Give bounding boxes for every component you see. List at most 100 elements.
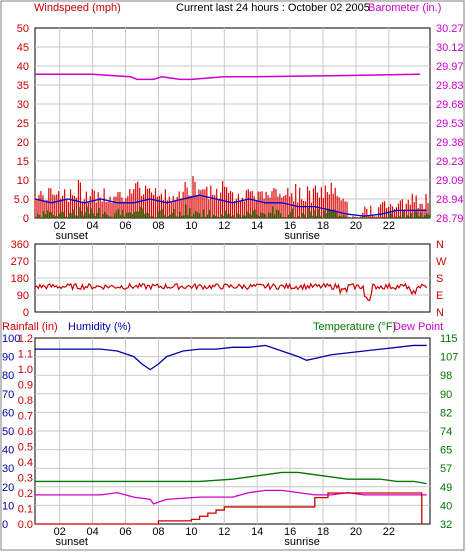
left-tick-label: 15 (17, 156, 29, 168)
rain-tick-label: 0.1 (18, 504, 33, 516)
left-tick-label: 10 (17, 175, 29, 187)
rain-tick-label: 0.6 (18, 426, 33, 438)
compass-label: N (436, 307, 444, 319)
rain-tick-label: 1.0 (18, 364, 33, 376)
left-tick-label: 40 (17, 61, 29, 73)
right-tick-label: 28.79 (436, 213, 464, 225)
dewpoint-header: Dew Point (393, 321, 443, 333)
compass-label: N (436, 239, 444, 251)
temperature-tick-label: 98 (440, 370, 452, 382)
barometer-line (35, 73, 421, 81)
x-tick-label: 18 (317, 526, 329, 538)
temperature-tick-label: 32 (440, 519, 452, 531)
x-tick-label: 18 (317, 220, 329, 232)
humidity-line (35, 344, 427, 371)
x-tick-label: 20 (350, 526, 362, 538)
barometer-header: Barometer (in.) (368, 2, 441, 14)
x-tick-label: 02 (54, 220, 66, 232)
rain-tick-label: 0.4 (18, 457, 33, 469)
right-tick-label: 29.38 (436, 137, 464, 149)
temperature-tick-label: 107 (440, 352, 458, 364)
x-tick-label: 10 (185, 526, 197, 538)
temperature-tick-label: 90 (440, 389, 452, 401)
temperature-tick-label: 57 (440, 463, 452, 475)
humidity-tick-label: 60 (2, 407, 14, 419)
temperature-line (35, 471, 427, 485)
direction-tick-label: 270 (11, 256, 29, 268)
rain-tick-label: 0.7 (18, 411, 33, 423)
humidity-tick-label: 80 (2, 370, 14, 382)
x-tick-label: 10 (185, 220, 197, 232)
direction-tick-label: 360 (11, 239, 29, 251)
x-tick-label: 14 (251, 220, 263, 232)
direction-line (34, 282, 428, 302)
right-tick-label: 28.94 (436, 194, 464, 206)
humidity-tick-label: 20 (2, 482, 14, 494)
chart-title: Current last 24 hours : October 02 2005 (176, 2, 370, 14)
temperature-tick-label: 82 (440, 407, 452, 419)
temperature-tick-label: 40 (440, 500, 452, 512)
x-tick-label: 04 (86, 220, 98, 232)
compass-label: E (436, 290, 443, 302)
humidity-tick-label: 90 (2, 352, 14, 364)
x-tick-label: 02 (54, 526, 66, 538)
left-tick-label: 50 (17, 23, 29, 35)
right-tick-label: 30.12 (436, 42, 464, 54)
x-tick-label: 20 (350, 220, 362, 232)
right-tick-label: 30.27 (436, 23, 464, 35)
compass-label: W (436, 256, 447, 268)
x-tick-label: 22 (383, 526, 395, 538)
compass-label: S (436, 273, 443, 285)
humidity-tick-label: 30 (2, 463, 14, 475)
humidity-tick-label: 10 (2, 500, 14, 512)
temperature-tick-label: 49 (440, 482, 452, 494)
right-tick-label: 29.97 (436, 61, 464, 73)
rain-tick-label: 1.1 (18, 349, 33, 361)
humidity-tick-label: 50 (2, 426, 14, 438)
left-tick-label: 25 (17, 118, 29, 130)
temperature-tick-label: 74 (440, 426, 452, 438)
x-tick-label: 06 (119, 220, 131, 232)
direction-tick-label: 90 (17, 290, 29, 302)
x-tick-label: 06 (119, 526, 131, 538)
x-tick-label: 22 (383, 220, 395, 232)
rain-tick-label: 0.0 (18, 519, 33, 531)
humidity-header: Humidity (%) (68, 321, 131, 333)
rain-tick-label: 0.8 (18, 395, 33, 407)
left-tick-label: 5.0 (14, 194, 29, 206)
rain-tick-label: 0.9 (18, 380, 33, 392)
left-tick-label: 20 (17, 137, 29, 149)
x-sublabel: sunset (55, 536, 87, 548)
left-tick-label: 0 (23, 213, 29, 225)
right-tick-label: 29.83 (436, 80, 464, 92)
humidity-tick-label: 0 (2, 519, 8, 531)
x-sublabel: sunrise (284, 536, 319, 548)
x-tick-label: 16 (284, 220, 296, 232)
right-tick-label: 29.68 (436, 99, 464, 111)
x-tick-label: 04 (86, 526, 98, 538)
humidity-tick-label: 100 (2, 333, 20, 345)
x-tick-label: 16 (284, 526, 296, 538)
rainfall-header: Rainfall (in) (2, 321, 58, 333)
direction-tick-label: 180 (11, 273, 29, 285)
rain-tick-label: 0.5 (18, 442, 33, 454)
humidity-tick-label: 40 (2, 445, 14, 457)
left-tick-label: 30 (17, 99, 29, 111)
x-sublabel: sunrise (284, 230, 319, 242)
right-tick-label: 29.09 (436, 175, 464, 187)
rain-tick-label: 1.2 (18, 333, 33, 345)
windspeed-header: Windspeed (mph) (34, 2, 121, 14)
wind-panel: 02 04 06 08 10 12 14 16 18 20 22 50 45 40 35 30 25 20 15 10… (14, 23, 464, 242)
left-tick-label: 45 (17, 42, 29, 54)
rain-tick-label: 0.3 (18, 473, 33, 485)
x-tick-label: 14 (251, 526, 263, 538)
x-tick-label: 12 (218, 220, 230, 232)
x-sublabel: sunset (55, 230, 87, 242)
temperature-tick-label: 115 (440, 333, 458, 345)
direction-tick-label: 0 (23, 307, 29, 319)
x-tick-label: 08 (152, 220, 164, 232)
right-tick-label: 29.23 (436, 156, 464, 168)
